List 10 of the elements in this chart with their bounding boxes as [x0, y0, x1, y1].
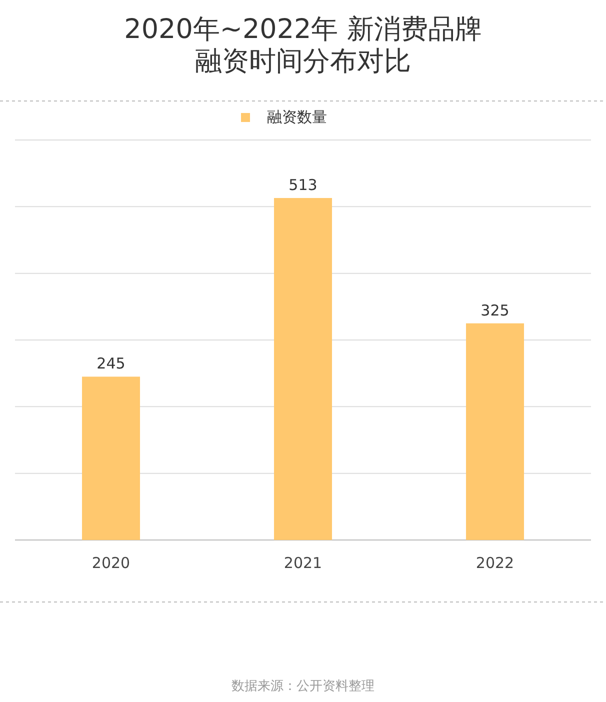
chart-title: 2020年~2022年 新消费品牌融资时间分布对比: [123, 14, 483, 78]
data-label: 513: [288, 176, 318, 194]
x-tick-label: 2022: [476, 554, 514, 572]
x-tick-label: 2021: [284, 554, 322, 572]
source-note: 数据来源：公开资料整理: [232, 679, 374, 694]
legend-label: 融资数量: [267, 108, 327, 126]
legend: 融资数量: [241, 108, 327, 126]
data-label: 325: [480, 301, 510, 320]
x-tick-label: 2020: [92, 554, 130, 572]
data-label: 245: [96, 354, 126, 373]
